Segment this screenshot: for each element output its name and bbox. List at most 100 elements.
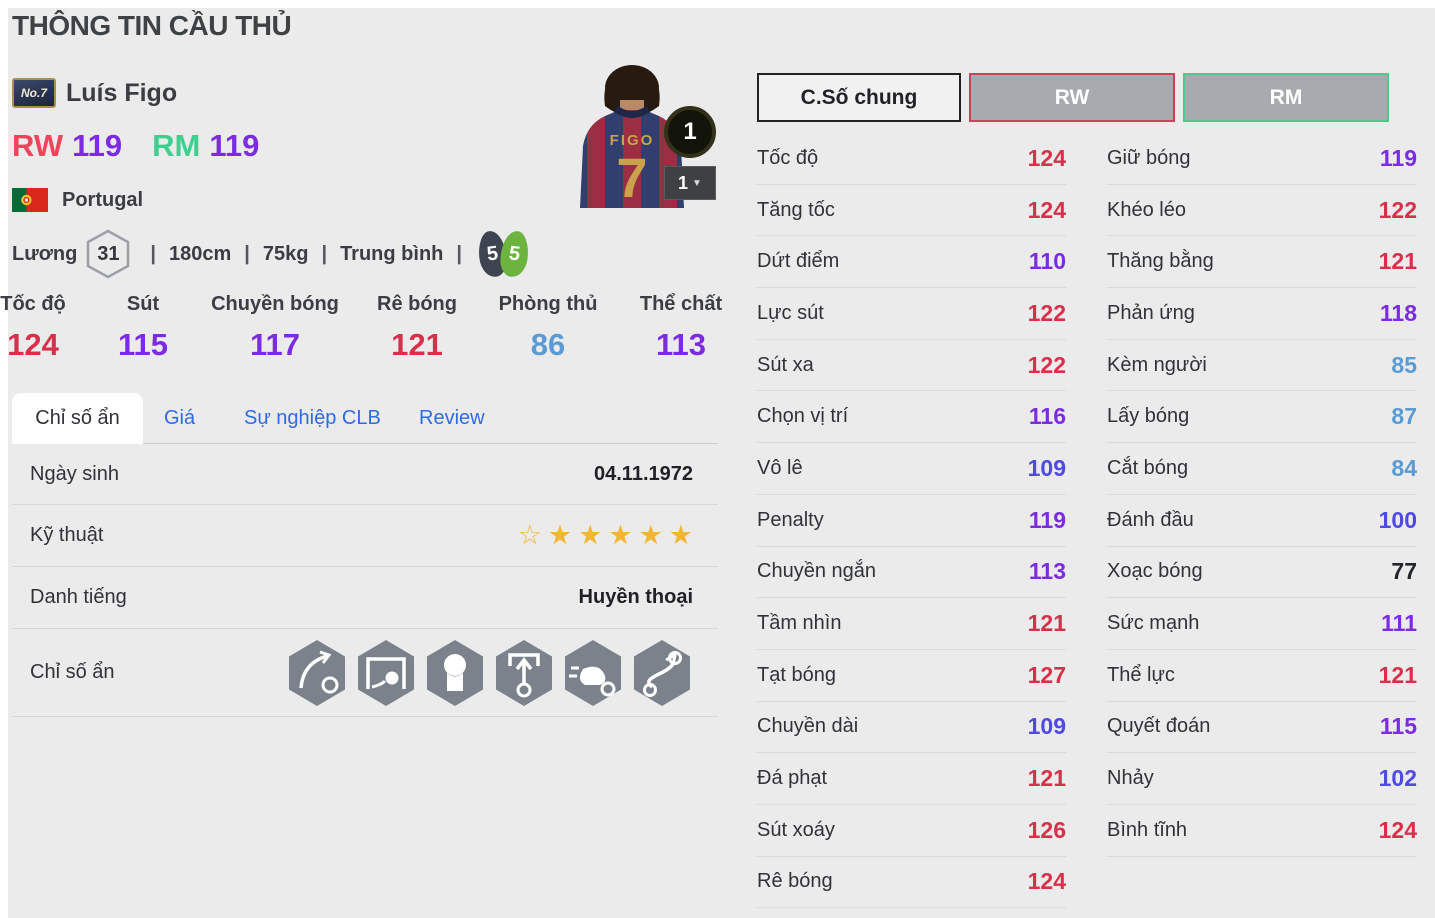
detail-stat-row: Cắt bóng 84 — [1107, 443, 1417, 495]
wage-value: 31 — [97, 242, 120, 265]
player-meta-row: Lương 31 | 180cm | 75kg | Trung bình | 5… — [12, 228, 531, 280]
position-rating-rm: RM 119 — [152, 128, 259, 164]
birthdate-row: Ngày sinh 04.11.1972 — [12, 444, 718, 505]
main-stat: Rê bóng 121 — [377, 293, 457, 363]
detail-stat-row: Sút xa 122 — [757, 340, 1066, 392]
main-stat: Tốc độ 124 — [0, 293, 66, 363]
detail-stat-value: 113 — [1028, 558, 1066, 585]
main-stat-value: 121 — [391, 327, 443, 362]
detail-stat-row: Vô lê 109 — [757, 443, 1066, 495]
detail-stat-row: Bình tĩnh 124 — [1107, 805, 1417, 857]
wage-badge: 31 — [85, 229, 131, 279]
detail-stat-label: Quyết đoán — [1107, 715, 1211, 738]
main-stat-value: 124 — [7, 327, 59, 362]
detail-stat-row: Giữ bóng 119 — [1107, 133, 1417, 185]
jersey-name: FIGO — [610, 132, 655, 149]
detail-stat-row: Thể lực 121 — [1107, 650, 1417, 702]
card-count-dropdown[interactable]: 1 ▼ — [664, 166, 716, 200]
main-stat: Thể chất 113 — [640, 293, 722, 363]
fame-row: Danh tiếng Huyền thoại — [12, 567, 718, 629]
detail-stat-label: Khéo léo — [1107, 198, 1186, 221]
detail-stat-row: Dứt điểm 110 — [757, 236, 1066, 289]
detail-stat-value: 119 — [1028, 506, 1066, 533]
general-stats-button[interactable]: C.Số chung — [757, 73, 961, 122]
detail-stat-row: Kèm người 85 — [1107, 340, 1417, 392]
header-icon — [427, 639, 483, 706]
detail-stats-column-left: Tốc độ 124 Tăng tốc 124 Dứt điểm 110 Lực sút 12… — [757, 133, 1066, 909]
detail-stat-row: Tăng tốc 124 — [757, 185, 1066, 237]
hidden-stats-label: Chỉ số ẩn — [30, 661, 115, 683]
position-value: 119 — [209, 128, 260, 163]
upgrade-level-badge: 1 — [664, 106, 716, 158]
detail-stat-value: 111 — [1381, 610, 1417, 637]
detail-stat-label: Bình tĩnh — [1107, 818, 1188, 841]
star-filled-icon: ★ — [608, 520, 633, 551]
tab-giá[interactable]: Giá — [164, 407, 196, 429]
nation-name: Portugal — [62, 188, 144, 211]
main-stat: Sút 115 — [118, 293, 168, 363]
detail-stat-row: Đá phạt 121 — [757, 753, 1066, 805]
detail-stat-label: Cắt bóng — [1107, 456, 1189, 479]
detail-stat-value: 77 — [1391, 558, 1417, 585]
position-label: RW — [12, 128, 64, 163]
detail-stat-value: 110 — [1028, 248, 1066, 275]
detail-stat-label: Tăng tốc — [757, 198, 835, 221]
trick-dribble-icon — [634, 639, 690, 706]
detail-stat-label: Thể lực — [1107, 663, 1175, 686]
detail-stat-row: Đánh đầu 100 — [1107, 495, 1417, 547]
wage-label: Lương — [12, 242, 78, 265]
detail-stat-value: 116 — [1028, 403, 1066, 430]
player-name-row: No.7 Luís Figo — [12, 78, 177, 108]
detail-stat-row: Chuyền ngắn 113 — [757, 547, 1066, 599]
detail-stat-label: Dứt điểm — [757, 250, 840, 273]
detail-stat-value: 84 — [1391, 454, 1417, 481]
detail-stat-row: Lấy bóng 87 — [1107, 391, 1417, 444]
detail-stat-value: 109 — [1027, 713, 1066, 740]
tab-chỉ-số-ẩn[interactable]: Chỉ số ẩn — [12, 393, 143, 444]
detail-stat-value: 122 — [1027, 351, 1066, 378]
detail-stat-value: 85 — [1391, 351, 1417, 378]
nation-row: Portugal — [12, 188, 143, 212]
fame-label: Danh tiếng — [30, 586, 127, 608]
detail-stat-value: 121 — [1027, 765, 1066, 792]
detail-stat-label: Lực sút — [757, 301, 824, 324]
star-empty-icon: ☆ — [517, 520, 542, 551]
detail-stat-row: Tầm nhìn 121 — [757, 598, 1066, 650]
birthdate-label: Ngày sinh — [30, 462, 119, 485]
hidden-stats-icons — [286, 639, 693, 707]
main-stat-label: Phòng thủ — [498, 293, 598, 315]
detail-stat-value: 100 — [1378, 506, 1417, 533]
detail-stat-value: 124 — [1027, 196, 1066, 223]
detail-stat-row: Penalty 119 — [757, 495, 1066, 547]
detail-stat-row: Quyết đoán 115 — [1107, 702, 1417, 754]
detail-stat-value: 87 — [1391, 403, 1417, 430]
player-weight: 75kg — [262, 242, 309, 265]
page-title: THÔNG TIN CẦU THỦ — [12, 10, 292, 41]
main-stat-label: Chuyền bóng — [211, 293, 339, 315]
position-rating-rw: RW 119 — [12, 128, 122, 164]
separator: | — [456, 242, 462, 265]
tab-review[interactable]: Review — [419, 407, 485, 429]
detail-stat-value: 126 — [1027, 816, 1066, 843]
detail-stat-label: Đá phạt — [757, 767, 828, 790]
detail-stat-value: 121 — [1378, 661, 1417, 688]
main-stat-value: 86 — [530, 327, 566, 362]
detail-stat-label: Phản ứng — [1107, 301, 1195, 324]
detail-stat-label: Thăng bằng — [1107, 250, 1214, 273]
tab-sự-nghiệp-clb[interactable]: Sự nghiệp CLB — [244, 407, 381, 429]
birthdate-value: 04.11.1972 — [594, 462, 693, 485]
card-season-badge: No.7 — [12, 78, 56, 108]
position-rw-button[interactable]: RW — [969, 73, 1175, 122]
hidden-stats-row: Chỉ số ẩn — [12, 629, 718, 717]
detail-stat-value: 119 — [1379, 144, 1417, 171]
main-stat-label: Thể chất — [639, 293, 723, 315]
main-stat-label: Tốc độ — [0, 293, 66, 315]
position-rm-button[interactable]: RM — [1183, 73, 1389, 122]
detail-stat-label: Sức mạnh — [1107, 612, 1200, 635]
main-stat-value: 113 — [655, 327, 706, 362]
detail-stat-row: Lực sút 122 — [757, 288, 1066, 340]
divider — [12, 443, 718, 444]
detail-stat-label: Xoạc bóng — [1107, 560, 1203, 583]
fame-value: Huyền thoại — [578, 586, 693, 608]
